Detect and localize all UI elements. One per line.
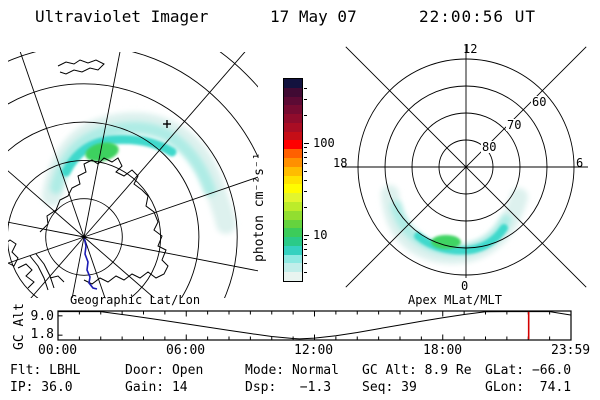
telemetry-ip: IP: 36.0 bbox=[10, 380, 73, 395]
ring-label-60: 60 bbox=[531, 95, 548, 109]
colorbar-band bbox=[284, 79, 302, 88]
colorbar-band bbox=[284, 140, 302, 150]
colorbar-band bbox=[284, 219, 302, 229]
time-label: 22:00:56 UT bbox=[419, 7, 536, 26]
gc-alt-timeline bbox=[57, 310, 572, 341]
colorbar-band bbox=[284, 131, 302, 141]
colorbar-band bbox=[284, 184, 302, 194]
telemetry-dsp: Dsp: −1.3 bbox=[245, 380, 332, 395]
colorbar bbox=[283, 78, 303, 282]
colorbar-unit-label: photon cm⁻²s⁻¹ bbox=[252, 152, 267, 262]
colorbar-band bbox=[284, 114, 302, 123]
ring-label-80: 80 bbox=[481, 140, 498, 154]
colorbar-band bbox=[284, 272, 302, 281]
colorbar-band bbox=[284, 228, 302, 238]
mlat-mlt-polar-plot bbox=[342, 45, 588, 288]
colorbar-band bbox=[284, 254, 302, 264]
colorbar-band bbox=[284, 105, 302, 115]
xtick-1200: 12:00 bbox=[294, 343, 334, 358]
colorbar-band bbox=[284, 175, 302, 185]
mlt-label-0: 0 bbox=[461, 279, 469, 293]
xtick-0600: 06:00 bbox=[166, 343, 206, 358]
lat-lon-grid bbox=[8, 52, 258, 298]
colorbar-band bbox=[284, 193, 302, 202]
telemetry-glon: GLon: 74.1 bbox=[485, 380, 572, 395]
telemetry-gcalt: GC Alt: 8.9 Re bbox=[362, 363, 472, 378]
left-plot-caption: Geographic Lat/Lon bbox=[70, 293, 201, 307]
colorbar-band bbox=[284, 87, 302, 97]
colorbar-band bbox=[284, 166, 302, 176]
telemetry-glat: GLat: −66.0 bbox=[485, 363, 572, 378]
cross-marker bbox=[163, 120, 171, 128]
xtick-1800: 18:00 bbox=[423, 343, 463, 358]
mlat-mlt-grid bbox=[342, 45, 588, 288]
ring-label-70: 70 bbox=[506, 118, 523, 132]
date-label: 17 May 07 bbox=[270, 7, 357, 26]
colorbar-band bbox=[284, 96, 302, 106]
timeline-ylabel: GC Alt bbox=[12, 303, 27, 350]
xtick-2359: 23:59 bbox=[551, 343, 591, 358]
telemetry-mode: Mode: Normal bbox=[245, 363, 339, 378]
ytick-1-8: 1.8 bbox=[30, 327, 54, 342]
colorbar-band bbox=[284, 149, 302, 159]
ytick-9: 9.0 bbox=[30, 309, 54, 324]
mlt-label-18: 18 bbox=[333, 156, 348, 170]
colorbar-band bbox=[284, 158, 302, 167]
colorbar-tick-label: 100 bbox=[313, 136, 335, 150]
right-plot-caption: Apex MLat/MLT bbox=[408, 293, 502, 307]
aurora-arc-mlt bbox=[381, 185, 528, 264]
aurora-arc-geographic bbox=[42, 112, 236, 234]
colorbar-band bbox=[284, 201, 302, 211]
orbit-track-line bbox=[83, 236, 98, 290]
colorbar-band bbox=[284, 122, 302, 132]
colorbar-band bbox=[284, 245, 302, 255]
telemetry-seq: Seq: 39 bbox=[362, 380, 417, 395]
colorbar-band bbox=[284, 237, 302, 246]
gc-alt-curve bbox=[58, 311, 571, 340]
colorbar-tick-label: 10 bbox=[313, 228, 328, 242]
pole-dot bbox=[82, 235, 86, 239]
telemetry-flt: Flt: LBHL bbox=[10, 363, 81, 378]
geographic-polar-plot bbox=[8, 52, 258, 298]
telemetry-door: Door: Open bbox=[125, 363, 204, 378]
telemetry-gain: Gain: 14 bbox=[125, 380, 188, 395]
mlt-label-6: 6 bbox=[576, 156, 584, 170]
colorbar-band bbox=[284, 210, 302, 220]
page-title: Ultraviolet Imager bbox=[35, 7, 209, 26]
mlt-label-12: 12 bbox=[463, 42, 478, 56]
antarctica-coastline bbox=[8, 59, 169, 291]
xtick-0000: 00:00 bbox=[38, 343, 78, 358]
colorbar-band bbox=[284, 263, 302, 273]
